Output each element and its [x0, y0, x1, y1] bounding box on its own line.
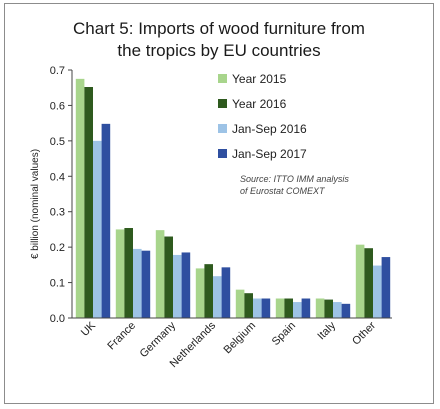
bar-spain-year-2015 [275, 298, 285, 318]
y-tick-label: 0.4 [50, 171, 65, 183]
legend-label: Year 2016 [232, 97, 287, 111]
x-tick-label: Spain [270, 320, 298, 348]
legend-swatch [218, 124, 227, 133]
bar-netherlands-year-2015 [195, 268, 205, 318]
bar-belgium-year-2016 [244, 293, 253, 318]
bar-uk-year-2016 [84, 87, 93, 319]
bar-france-jan-sep-2017 [141, 250, 151, 318]
x-tick-label: UK [79, 319, 99, 339]
bar-other-year-2016 [364, 248, 373, 318]
bar-france-year-2015 [115, 229, 125, 318]
bar-belgium-year-2015 [235, 289, 245, 318]
bar-uk-year-2015 [75, 78, 85, 318]
y-tick-label: 0.6 [50, 100, 65, 112]
bar-belgium-jan-sep-2016 [253, 298, 262, 318]
source-note-line-2: of Eurostat COMEXT [240, 186, 326, 196]
y-axis: 0.0 0.1 0.2 0.3 0.4 0.5 0.6 0.7 [50, 65, 73, 325]
legend-label: Year 2015 [232, 72, 287, 86]
chart-frame: Chart 5: Imports of wood furniture from … [4, 3, 434, 404]
bar-spain-jan-sep-2017 [301, 298, 311, 318]
bar-spain-year-2016 [284, 298, 293, 318]
legend-swatch [218, 74, 227, 83]
bar-germany-year-2015 [155, 230, 165, 318]
legend-label: Jan-Sep 2016 [232, 122, 307, 136]
bar-spain-jan-sep-2016 [293, 302, 302, 318]
y-axis-label: € billion (nominal values) [30, 149, 41, 259]
bar-france-jan-sep-2016 [133, 248, 142, 318]
bar-germany-jan-sep-2017 [181, 252, 191, 318]
legend: Year 2015 Year 2016 Jan-Sep 2016 Jan-Sep 20… [218, 72, 307, 161]
bars [75, 78, 391, 319]
x-tick-label: Other [350, 319, 378, 347]
legend-swatch [218, 149, 227, 158]
legend-swatch [218, 99, 227, 108]
bar-france-year-2016 [124, 228, 133, 318]
x-tick-label: Italy [315, 319, 338, 342]
chart-title-line-1: Chart 5: Imports of wood furniture from [73, 19, 365, 38]
y-tick-label: 0.3 [50, 207, 65, 219]
bar-italy-year-2015 [315, 298, 325, 318]
bar-netherlands-year-2016 [204, 264, 213, 318]
bar-belgium-jan-sep-2017 [261, 298, 271, 318]
y-tick-label: 0.5 [50, 136, 65, 148]
chart-title: Chart 5: Imports of wood furniture from … [5, 18, 433, 62]
bar-italy-jan-sep-2016 [333, 302, 342, 318]
bar-netherlands-jan-sep-2017 [221, 267, 231, 318]
legend-label: Jan-Sep 2017 [232, 147, 307, 161]
y-tick-label: 0.7 [50, 65, 65, 77]
bar-germany-year-2016 [164, 236, 173, 318]
bar-uk-jan-sep-2017 [101, 123, 111, 318]
x-tick-label: France [105, 320, 138, 353]
y-tick-label: 0.0 [50, 313, 65, 325]
x-tick-label: Belgium [222, 320, 259, 357]
bar-other-year-2015 [355, 244, 365, 318]
bar-germany-jan-sep-2016 [173, 254, 182, 318]
bar-netherlands-jan-sep-2016 [213, 276, 222, 318]
y-tick-label: 0.2 [50, 242, 65, 254]
bar-italy-year-2016 [324, 299, 333, 318]
bar-other-jan-sep-2016 [373, 265, 382, 318]
y-tick-label: 0.1 [50, 278, 65, 290]
chart-title-line-2: the tropics by EU countries [117, 41, 321, 60]
bar-other-jan-sep-2017 [381, 257, 391, 318]
bar-italy-jan-sep-2017 [341, 303, 351, 318]
source-note-line-1: Source: ITTO IMM analysis [240, 174, 349, 184]
bar-uk-jan-sep-2016 [93, 140, 102, 318]
x-tick-label: Germany [138, 319, 179, 360]
